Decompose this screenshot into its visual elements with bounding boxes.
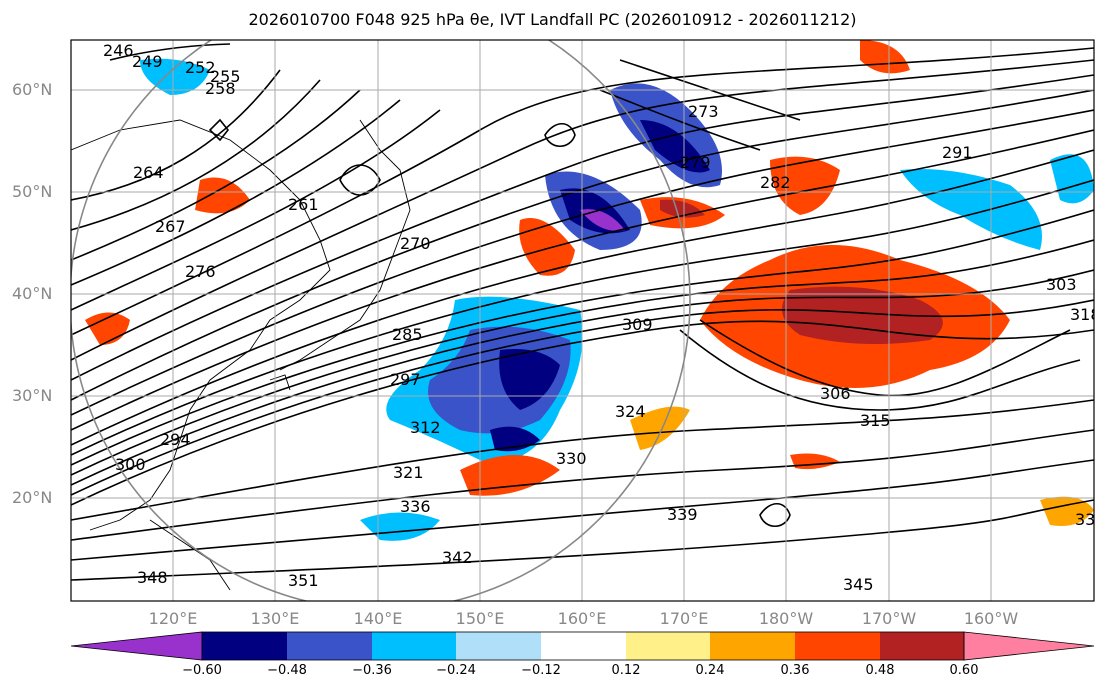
contour-label: 285 (392, 325, 423, 344)
map-title: 2026010700 F048 925 hPa θe, IVT Landfall… (248, 10, 857, 29)
colorbar-tick-label: 0.60 (949, 663, 979, 678)
contour-label: 336 (400, 497, 431, 516)
colorbar-tick-label: 0.48 (865, 663, 895, 678)
contour-label: 276 (185, 262, 216, 281)
landfall-region-circle (71, 40, 691, 601)
colorbar-segment (541, 632, 626, 660)
contour-label: 270 (400, 234, 431, 253)
contour-label: 297 (390, 370, 421, 389)
contour-label: 246 (103, 41, 134, 60)
colorbar-tick-label: 0.12 (611, 663, 641, 678)
contour-label: 312 (410, 418, 441, 437)
lon-label: 170°E (659, 609, 709, 628)
colorbar-tick-label: −0.24 (436, 663, 476, 678)
lon-label: 160°W (963, 609, 1019, 628)
contour-label: 300 (115, 455, 146, 474)
colorbar-segment (287, 632, 372, 660)
contour-label: 33 (1075, 510, 1095, 529)
contour-layer (71, 43, 1094, 581)
contour-label: 279 (680, 153, 711, 172)
colorbar-tick-label: 0.24 (695, 663, 725, 678)
contour-label: 309 (622, 315, 653, 334)
lon-label: 180°W (758, 609, 814, 628)
colorbar-tick-label: −0.36 (352, 663, 392, 678)
coastline-layer (71, 119, 411, 591)
grid-layer (71, 40, 1094, 601)
lat-label: 50°N (12, 182, 53, 201)
lat-label: 20°N (12, 488, 53, 507)
contour-label: 255 (210, 67, 241, 86)
lat-label: 30°N (12, 386, 53, 405)
contour-label: 249 (132, 52, 163, 71)
lat-label: 60°N (12, 80, 53, 99)
lat-label: 40°N (12, 284, 53, 303)
lon-label: 160°E (557, 609, 607, 628)
map-frame (70, 39, 1095, 602)
colorbar-segment (202, 632, 287, 660)
contour-label: 345 (843, 575, 874, 594)
colorbar-segment (710, 632, 795, 660)
contour-label: 294 (160, 430, 191, 449)
lon-label: 150°E (455, 609, 505, 628)
contour-label: 318 (1070, 305, 1101, 324)
contour-label: 273 (688, 102, 719, 121)
colorbar-segment (880, 632, 964, 660)
colorbar-segment (372, 632, 456, 660)
contour-label: 339 (667, 505, 698, 524)
lon-label: 130°E (250, 609, 300, 628)
lon-label: 170°W (861, 609, 917, 628)
contour-label: 324 (615, 402, 646, 421)
contour-label: 303 (1046, 275, 1077, 294)
contour-labels: 246 249 252 255 258 261 264 267 270 273 … (103, 41, 1101, 594)
contour-label: 261 (288, 195, 319, 214)
lon-label: 120°E (148, 609, 198, 628)
contour-label: 306 (820, 384, 851, 403)
colorbar-segment (795, 632, 880, 660)
colorbar-extend-min (70, 631, 203, 661)
contour-label: 291 (942, 143, 973, 162)
colorbar-tick-label: −0.60 (182, 663, 222, 678)
colorbar-extend-max (963, 631, 1095, 661)
colorbar-segment (626, 632, 710, 660)
contour-label: 348 (137, 568, 168, 587)
contour-label: 342 (442, 548, 473, 567)
colorbar (70, 631, 1095, 661)
contour-label: 252 (185, 58, 216, 77)
contour-label: 321 (393, 463, 424, 482)
lon-label: 140°E (353, 609, 403, 628)
colorbar-tick-label: −0.12 (521, 663, 561, 678)
contour-label: 315 (860, 411, 891, 430)
contour-label: 351 (288, 571, 319, 590)
contour-label: 264 (133, 163, 164, 182)
contour-label: 330 (556, 449, 587, 468)
colorbar-segment (456, 632, 541, 660)
colorbar-tick-label: 0.36 (780, 663, 810, 678)
contour-label: 282 (760, 173, 791, 192)
contour-label: 258 (205, 79, 236, 98)
contour-label: 267 (155, 217, 186, 236)
colorbar-tick-label: −0.48 (267, 663, 307, 678)
